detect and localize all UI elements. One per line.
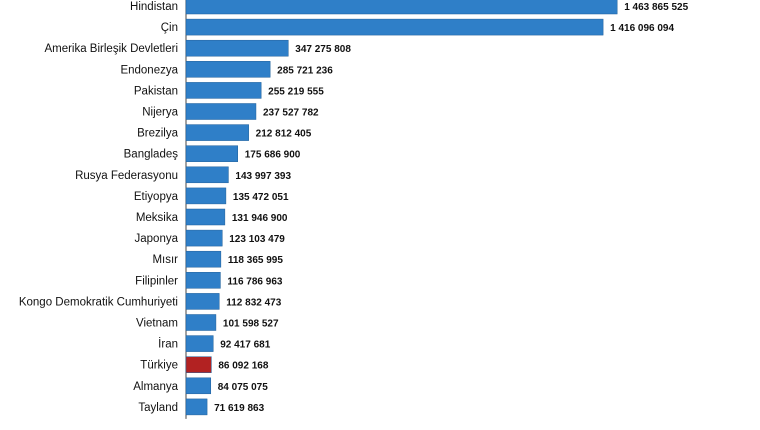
bar — [185, 398, 208, 416]
bar — [185, 187, 227, 205]
category-label: Almanya — [133, 381, 178, 393]
value-label: 112 832 473 — [226, 297, 281, 308]
bar — [185, 18, 604, 36]
bar — [185, 39, 289, 57]
value-label: 101 598 527 — [223, 319, 279, 330]
category-label: İran — [158, 338, 178, 351]
bar — [185, 82, 262, 99]
value-label: 86 092 168 — [218, 361, 268, 372]
bar — [185, 293, 220, 310]
bar — [185, 335, 214, 352]
bar — [185, 124, 249, 141]
bar — [185, 250, 222, 268]
bar — [185, 272, 221, 289]
category-label: Bangladeş — [124, 149, 179, 161]
value-label: 116 786 963 — [227, 276, 282, 287]
category-label: Türkiye — [140, 360, 178, 372]
category-label: Kongo Demokratik Cumhuriyeti — [19, 296, 178, 308]
value-label: 212 812 405 — [256, 129, 312, 140]
category-label: Brezilya — [137, 128, 179, 140]
value-label: 143 997 393 — [235, 171, 291, 182]
value-label: 237 527 782 — [263, 108, 319, 119]
category-label: Hindistan — [130, 1, 178, 13]
bar — [185, 314, 217, 331]
bar — [185, 61, 271, 78]
category-label: Mısır — [152, 254, 178, 266]
category-labels-group: Hindistan Çin Amerika Birleşik Devletleri E… — [19, 1, 179, 414]
value-label: 123 103 479 — [229, 234, 285, 245]
bar — [185, 145, 238, 162]
value-label: 131 946 900 — [232, 213, 288, 224]
value-label: 175 686 900 — [245, 150, 301, 161]
bars-group — [185, 0, 618, 416]
value-label: 1 463 865 525 — [624, 2, 688, 13]
value-label: 255 219 555 — [268, 86, 324, 97]
category-label: Filipinler — [135, 275, 178, 287]
bar — [185, 0, 618, 15]
bar — [185, 377, 212, 395]
value-label: 347 275 808 — [295, 44, 351, 55]
category-label: Meksika — [136, 212, 179, 224]
category-label: Japonya — [135, 233, 179, 245]
bar — [185, 208, 226, 226]
category-label: Çin — [161, 22, 178, 34]
bar — [185, 166, 229, 184]
value-label: 135 472 051 — [233, 192, 289, 203]
category-label: Rusya Federasyonu — [75, 170, 178, 182]
value-labels-group: 1 463 865 525 1 416 096 094 347 275 808 285… — [214, 2, 688, 414]
bar — [185, 356, 212, 373]
value-label: 118 365 995 — [228, 255, 283, 266]
category-label: Nijerya — [142, 107, 178, 119]
value-label: 84 075 075 — [218, 382, 268, 393]
value-label: 71 619 863 — [214, 403, 264, 414]
category-label: Amerika Birleşik Devletleri — [44, 43, 178, 55]
category-label: Tayland — [138, 402, 178, 414]
bar — [185, 103, 257, 120]
value-label: 285 721 236 — [277, 65, 333, 76]
value-label: 92 417 681 — [220, 340, 270, 351]
category-label: Etiyopya — [134, 191, 179, 203]
value-label: 1 416 096 094 — [610, 23, 674, 34]
category-label: Vietnam — [136, 318, 178, 330]
category-label: Pakistan — [134, 85, 178, 97]
bar — [185, 229, 223, 247]
category-label: Endonezya — [120, 64, 178, 76]
